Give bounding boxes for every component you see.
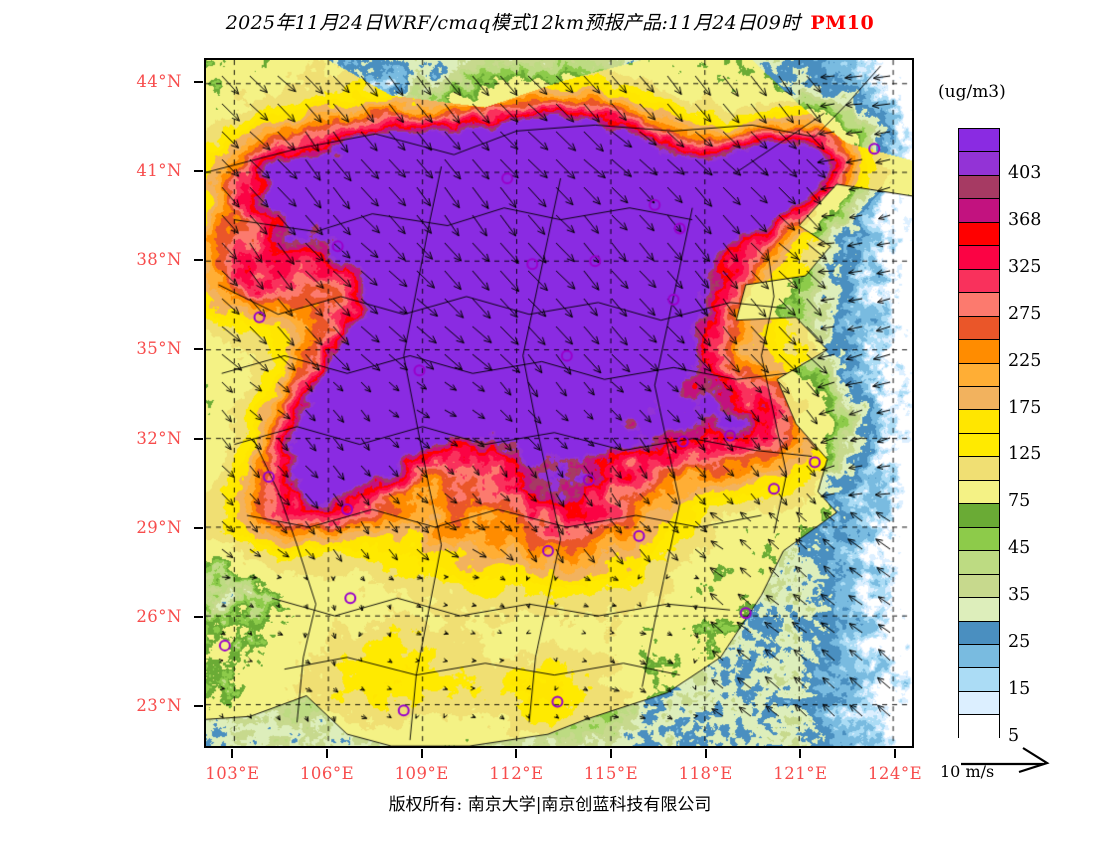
copyright-footer: 版权所有: 南京大学|南京创蓝科技有限公司 [388,795,712,815]
colorbar-tick-label: 325 [1008,256,1042,277]
axis-latitude-label: 35°N [136,339,182,359]
axis-latitude-tick [194,526,203,529]
axis-latitude-label: 32°N [136,428,182,448]
colorbar-band [959,340,999,364]
colorbar-band [959,175,999,200]
colorbar-band [959,152,999,176]
axis-longitude-label: 115°E [583,764,639,783]
colorbar-band [959,246,999,270]
axis-longitude-label: 106°E [299,764,355,783]
colorbar-tick-label: 25 [1008,632,1031,653]
wind-scale-label: 10 m/s [940,762,995,781]
axis-longitude-tick [610,749,613,758]
colorbar-band [959,410,999,434]
axis-longitude-label: 121°E [773,764,828,783]
colorbar-tick-label: 175 [1008,397,1042,418]
axis-longitude-tick [799,749,802,758]
axis-longitude-tick [231,749,234,758]
colorbar[interactable] [958,128,1000,739]
wind-scale-arrow-icon [961,747,1050,774]
axis-latitude-tick [194,80,203,83]
colorbar-band [959,621,999,645]
colorbar-band [959,480,999,505]
axis-latitude-tick [194,259,203,262]
colorbar-band [959,644,999,669]
colorbar-band [959,668,999,692]
axis-longitude-tick [894,749,897,758]
colorbar-band [959,129,999,153]
forecast-map[interactable] [204,58,914,748]
axis-latitude-tick [194,348,203,351]
axis-longitude-tick [704,749,707,758]
axis-longitude-tick [420,749,423,758]
axis-latitude-label: 38°N [136,250,182,270]
colorbar-units-label: (ug/m3) [938,82,1006,102]
colorbar-band [959,433,999,458]
colorbar-tick-label: 368 [1008,209,1042,230]
axis-longitude-label: 103°E [205,764,260,783]
colorbar-tick-label: 75 [1008,491,1031,512]
page-title: 2025年11月24日WRF/cmaq模式12km预报产品:11月24日09时 P… [0,8,1100,35]
axis-latitude-tick [194,616,203,619]
colorbar-tick-label: 15 [1008,679,1031,700]
colorbar-band [959,598,999,622]
colorbar-band [959,551,999,575]
axis-latitude-label: 29°N [136,517,182,537]
colorbar-band [959,269,999,294]
colorbar-band [959,363,999,387]
axis-longitude-label: 118°E [678,764,733,783]
colorbar-band [959,715,999,739]
axis-latitude-label: 26°N [136,607,182,627]
axis-latitude-label: 41°N [136,161,182,181]
colorbar-band [959,316,999,341]
title-species-label: PM10 [810,12,875,34]
title-main-text: 2025年11月24日WRF/cmaq模式12km预报产品:11月24日09时 [225,12,801,34]
axis-longitude-tick [515,749,518,758]
colorbar-band [959,691,999,716]
colorbar-tick-label: 125 [1008,444,1042,465]
axis-latitude-tick [194,437,203,440]
colorbar-band [959,457,999,481]
colorbar-tick-label: 45 [1008,538,1031,559]
axis-longitude-label: 112°E [489,764,544,783]
colorbar-band [959,199,999,223]
colorbar-band [959,574,999,599]
colorbar-tick-label: 225 [1008,350,1042,371]
axis-latitude-label: 44°N [136,71,182,91]
axis-latitude-tick [194,705,203,708]
colorbar-band [959,222,999,247]
colorbar-band [959,527,999,552]
axis-longitude-label: 109°E [394,764,449,783]
axis-longitude-tick [326,749,329,758]
axis-latitude-tick [194,170,203,173]
colorbar-band [959,386,999,411]
axis-longitude-label: 124°E [867,764,923,783]
colorbar-tick-label: 35 [1008,585,1031,606]
colorbar-band [959,293,999,317]
colorbar-tick-label: 5 [1008,726,1020,746]
map-raster-layer [206,60,912,746]
axis-latitude-label: 23°N [136,696,182,716]
colorbar-tick-label: 403 [1008,162,1042,183]
colorbar-band [959,504,999,528]
colorbar-tick-label: 275 [1008,303,1042,324]
